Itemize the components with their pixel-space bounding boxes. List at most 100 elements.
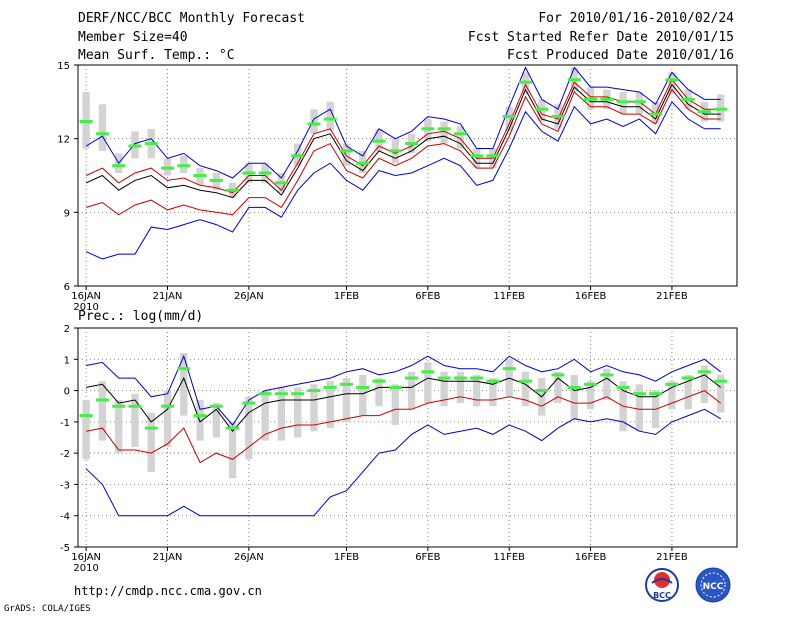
temperature-panel: 6 9 12 15 16JAN 21JAN 26JAN 1FEB 6FEB 11FEB 16FEB 2… bbox=[57, 61, 738, 313]
spread-box bbox=[342, 143, 351, 166]
precipitation-panel: -5 -4 -3 -2 -1 0 1 2 16JAN 21JAN 26JAN 1FEB 6FEB 11FE… bbox=[60, 324, 738, 574]
spread-box bbox=[684, 374, 692, 410]
bcc-logo: BCC bbox=[645, 568, 679, 602]
y-tick-label: 1 bbox=[64, 355, 70, 366]
spread-box bbox=[212, 403, 220, 438]
spread-box bbox=[472, 374, 481, 407]
spread-box bbox=[456, 126, 465, 149]
spread-box bbox=[440, 121, 448, 144]
y-tick-label: -5 bbox=[60, 543, 70, 554]
spread-box bbox=[391, 384, 399, 425]
spread-box bbox=[505, 106, 513, 132]
x-tick-label: 21FEB bbox=[656, 552, 688, 563]
spread-box bbox=[603, 368, 611, 400]
x-tick-label: 11FEB bbox=[493, 552, 525, 563]
spread-box bbox=[717, 374, 725, 413]
spread-box bbox=[668, 72, 676, 95]
ncc-logo-text: NCC bbox=[703, 582, 724, 592]
forecast-title: DERF/NCC/BCC Monthly Forecast bbox=[78, 11, 305, 26]
spread-box bbox=[98, 381, 107, 441]
variable-label: Mean Surf. Temp.: °C bbox=[78, 48, 235, 63]
spread-box bbox=[700, 365, 709, 404]
spread-box bbox=[310, 384, 318, 432]
x-tick-label: 16JAN bbox=[71, 552, 101, 563]
x-tick-label: 21JAN bbox=[153, 291, 183, 302]
x-tick-label: 6FEB bbox=[415, 552, 440, 563]
spread-box bbox=[359, 374, 367, 416]
series-max-line bbox=[86, 354, 722, 426]
series-mean-line bbox=[86, 374, 722, 432]
spread-box bbox=[245, 396, 253, 460]
y-tick-label: 0 bbox=[64, 387, 70, 398]
spread-box bbox=[180, 353, 188, 416]
series-upper-line bbox=[85, 78, 721, 194]
spread-box bbox=[277, 387, 286, 441]
x-tick-label: 26JAN bbox=[234, 291, 264, 302]
spread-box bbox=[521, 371, 530, 407]
spread-box bbox=[570, 374, 578, 419]
spread-box bbox=[115, 399, 123, 454]
spread-box bbox=[668, 381, 676, 410]
x-tick-label: 21FEB bbox=[656, 291, 688, 302]
spread-box bbox=[326, 101, 334, 132]
spread-box bbox=[440, 371, 448, 407]
x-tick-label: 11FEB bbox=[493, 291, 525, 302]
x-year-label: 2010 bbox=[73, 302, 98, 313]
spread-box bbox=[456, 371, 465, 404]
y-tick-label: 15 bbox=[57, 61, 70, 72]
y-tick-label: -1 bbox=[60, 418, 70, 429]
y-tick-label: 6 bbox=[64, 282, 70, 293]
spread-box bbox=[131, 393, 139, 447]
series-lower-line bbox=[85, 88, 721, 216]
spread-box bbox=[228, 421, 237, 479]
series-min-line bbox=[85, 408, 721, 517]
spread-box bbox=[261, 390, 269, 441]
y-tick-label: 2 bbox=[64, 324, 70, 335]
spread-box bbox=[635, 384, 644, 432]
spread-box bbox=[82, 399, 90, 460]
spread-box bbox=[163, 390, 172, 447]
y-tick-label: 12 bbox=[57, 135, 70, 146]
precip-panel-title: Prec.: log(mm/d) bbox=[78, 309, 204, 324]
spread-box bbox=[342, 378, 351, 422]
logos: BCC NCC bbox=[645, 567, 731, 603]
bcc-logo-text: BCC bbox=[653, 591, 671, 600]
spread-box bbox=[489, 378, 497, 407]
fcst-started-date: Fcst Started Refer Date 2010/01/15 bbox=[467, 30, 734, 45]
source-url[interactable]: http://cmdp.ncc.cma.gov.cn bbox=[74, 584, 262, 598]
plot-frame bbox=[77, 327, 738, 548]
x-tick-label: 26JAN bbox=[234, 552, 264, 563]
spread-box bbox=[554, 371, 562, 404]
spread-box bbox=[407, 371, 416, 410]
series-lower-line bbox=[86, 390, 722, 464]
series-min-line bbox=[85, 100, 721, 260]
x-tick-label: 1FEB bbox=[334, 291, 359, 302]
y-tick-label: 9 bbox=[64, 208, 70, 219]
member-size: Member Size=40 bbox=[78, 30, 188, 45]
spread-box bbox=[147, 412, 155, 472]
spread-box bbox=[375, 378, 383, 407]
spread-box bbox=[586, 381, 595, 410]
spread-box bbox=[326, 381, 334, 429]
spread-box bbox=[424, 362, 432, 404]
grads-credit: GrADS: COLA/IGES bbox=[4, 604, 91, 614]
y-tick-label: -2 bbox=[60, 449, 70, 460]
y-tick-label: -4 bbox=[60, 512, 70, 523]
x-tick-label: 21JAN bbox=[153, 552, 183, 563]
spread-box bbox=[310, 109, 318, 134]
ncc-logo: NCC bbox=[695, 567, 731, 603]
x-tick-label: 16FEB bbox=[575, 552, 607, 563]
x-year-label: 2010 bbox=[73, 563, 98, 574]
x-tick-label: 16JAN bbox=[71, 291, 101, 302]
spread-box bbox=[196, 399, 204, 441]
spread-box bbox=[294, 387, 302, 438]
y-tick-label: -3 bbox=[60, 480, 70, 491]
x-tick-label: 16FEB bbox=[575, 291, 607, 302]
forecast-period: For 2010/01/16-2010/02/24 bbox=[538, 11, 734, 26]
fcst-produced-date: Fcst Produced Date 2010/01/16 bbox=[507, 48, 734, 63]
x-tick-label: 6FEB bbox=[415, 291, 440, 302]
spread-box bbox=[98, 104, 107, 151]
x-tick-label: 1FEB bbox=[334, 552, 359, 563]
series-max-line bbox=[85, 66, 721, 179]
